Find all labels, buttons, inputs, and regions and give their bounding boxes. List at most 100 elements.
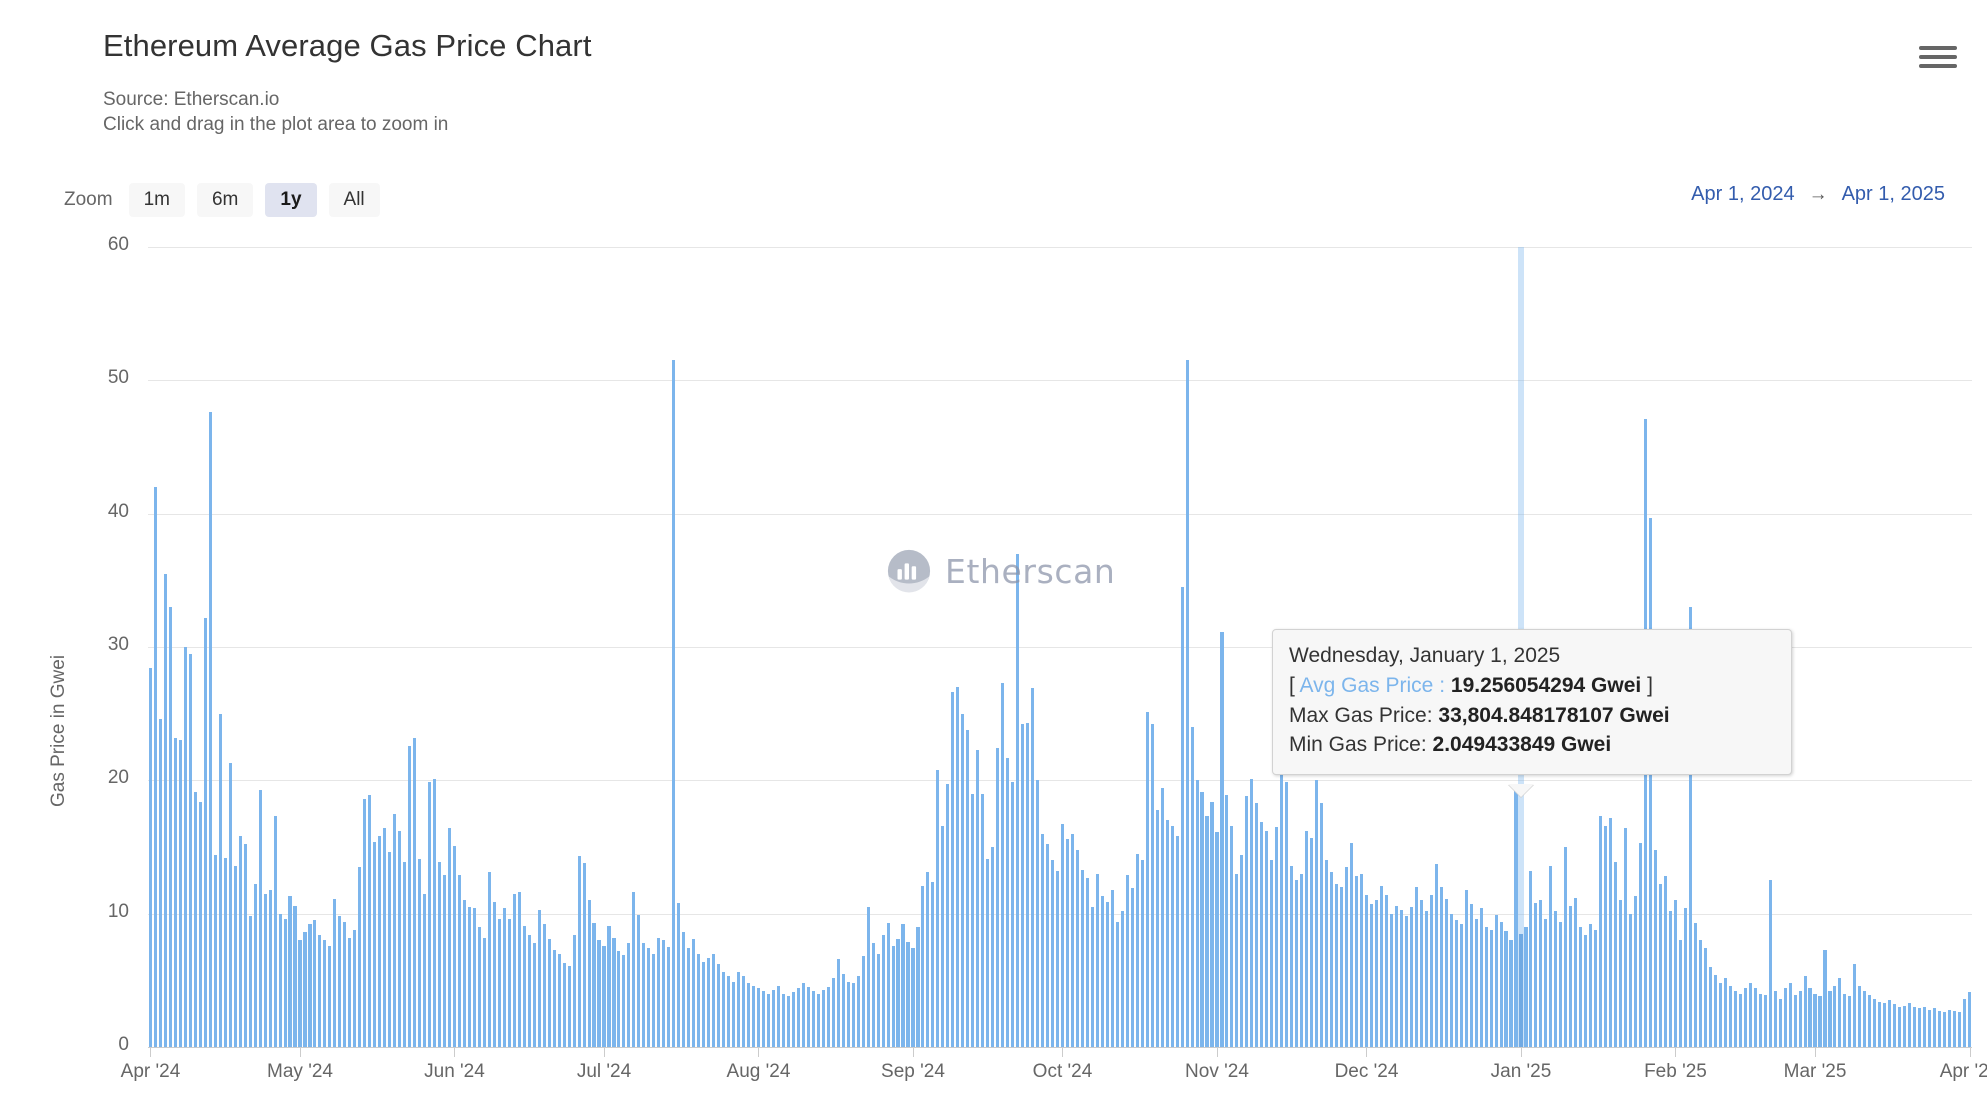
bar[interactable] xyxy=(1544,919,1548,1047)
bar[interactable] xyxy=(1843,993,1847,1047)
plot-area[interactable] xyxy=(148,247,1972,1047)
bar[interactable] xyxy=(1858,985,1862,1047)
bar[interactable] xyxy=(1668,911,1673,1047)
bar[interactable] xyxy=(1649,517,1653,1047)
bar[interactable] xyxy=(861,956,865,1047)
bar[interactable] xyxy=(1569,905,1573,1047)
bar[interactable] xyxy=(273,816,277,1047)
bar[interactable] xyxy=(393,813,397,1047)
bar[interactable] xyxy=(1021,724,1025,1047)
bar[interactable] xyxy=(1868,995,1872,1047)
bar[interactable] xyxy=(153,487,157,1047)
bar[interactable] xyxy=(966,729,970,1047)
bar[interactable] xyxy=(1748,983,1752,1047)
bar[interactable] xyxy=(268,889,272,1047)
bar-series[interactable] xyxy=(148,247,1972,1047)
bar[interactable] xyxy=(238,836,242,1047)
bar[interactable] xyxy=(881,935,885,1047)
bar[interactable] xyxy=(791,992,795,1047)
bar[interactable] xyxy=(1753,988,1757,1047)
bar[interactable] xyxy=(437,861,442,1047)
bar[interactable] xyxy=(1469,904,1473,1047)
bar[interactable] xyxy=(428,781,432,1047)
bar[interactable] xyxy=(1584,935,1588,1047)
bar[interactable] xyxy=(1359,873,1364,1047)
bar[interactable] xyxy=(308,924,312,1047)
bar[interactable] xyxy=(597,940,601,1047)
bar[interactable] xyxy=(1663,876,1668,1047)
bar[interactable] xyxy=(1554,911,1558,1047)
bar[interactable] xyxy=(617,951,621,1047)
bar[interactable] xyxy=(1409,907,1413,1047)
bar[interactable] xyxy=(1006,757,1010,1047)
bar[interactable] xyxy=(1001,683,1005,1047)
bar[interactable] xyxy=(378,836,382,1047)
bar[interactable] xyxy=(667,947,671,1047)
bar[interactable] xyxy=(313,920,317,1047)
bar[interactable] xyxy=(477,927,481,1047)
bar[interactable] xyxy=(198,801,202,1047)
bar[interactable] xyxy=(1070,833,1074,1047)
bar[interactable] xyxy=(956,687,960,1047)
bar[interactable] xyxy=(946,784,950,1047)
bar[interactable] xyxy=(1060,824,1065,1047)
bar[interactable] xyxy=(1863,991,1867,1047)
bar[interactable] xyxy=(1225,795,1229,1047)
bar[interactable] xyxy=(512,893,516,1047)
bar[interactable] xyxy=(1245,796,1249,1047)
bar[interactable] xyxy=(1095,873,1099,1047)
bar[interactable] xyxy=(1639,843,1643,1047)
bar[interactable] xyxy=(996,748,1000,1047)
bar[interactable] xyxy=(1768,880,1772,1047)
bar[interactable] xyxy=(891,945,895,1047)
bar[interactable] xyxy=(1260,821,1264,1047)
bar[interactable] xyxy=(1429,895,1433,1047)
bar[interactable] xyxy=(1125,875,1129,1047)
bar[interactable] xyxy=(1838,977,1842,1047)
bar[interactable] xyxy=(1509,940,1513,1047)
bar[interactable] xyxy=(1873,999,1877,1047)
bar[interactable] xyxy=(971,793,975,1047)
bar[interactable] xyxy=(373,841,377,1047)
bar[interactable] xyxy=(672,360,676,1047)
bar[interactable] xyxy=(657,937,661,1047)
bar[interactable] xyxy=(906,941,910,1047)
bar[interactable] xyxy=(522,925,526,1047)
bar[interactable] xyxy=(1270,860,1274,1047)
bar[interactable] xyxy=(527,935,531,1047)
bar[interactable] xyxy=(1045,844,1050,1047)
bar[interactable] xyxy=(1673,900,1677,1047)
bar[interactable] xyxy=(1320,803,1324,1047)
bar[interactable] xyxy=(278,913,282,1047)
bar[interactable] xyxy=(801,983,805,1047)
bar[interactable] xyxy=(1698,940,1702,1047)
bar[interactable] xyxy=(467,907,471,1047)
bar[interactable] xyxy=(562,963,566,1047)
bar[interactable] xyxy=(1893,1004,1897,1047)
bar[interactable] xyxy=(931,881,935,1047)
bar[interactable] xyxy=(328,945,332,1047)
bar[interactable] xyxy=(1524,927,1528,1047)
bar[interactable] xyxy=(896,939,900,1047)
bar[interactable] xyxy=(1190,727,1194,1047)
bar[interactable] xyxy=(433,779,437,1047)
bar[interactable] xyxy=(1489,929,1493,1047)
bar[interactable] xyxy=(577,856,581,1047)
bar[interactable] xyxy=(1215,832,1219,1047)
bar[interactable] xyxy=(811,991,815,1047)
bar[interactable] xyxy=(1728,985,1732,1047)
bar[interactable] xyxy=(687,948,691,1047)
bar[interactable] xyxy=(517,892,521,1047)
bar[interactable] xyxy=(1150,724,1154,1047)
bar[interactable] xyxy=(776,985,780,1047)
bar[interactable] xyxy=(1285,781,1289,1047)
bar[interactable] xyxy=(717,964,721,1047)
bar[interactable] xyxy=(1349,843,1354,1047)
bar[interactable] xyxy=(1658,884,1663,1047)
bar[interactable] xyxy=(1065,839,1069,1047)
bar[interactable] xyxy=(1384,895,1388,1047)
bar[interactable] xyxy=(622,955,626,1047)
bar[interactable] xyxy=(592,923,596,1047)
bar[interactable] xyxy=(318,935,322,1047)
bar[interactable] xyxy=(1938,1011,1942,1047)
